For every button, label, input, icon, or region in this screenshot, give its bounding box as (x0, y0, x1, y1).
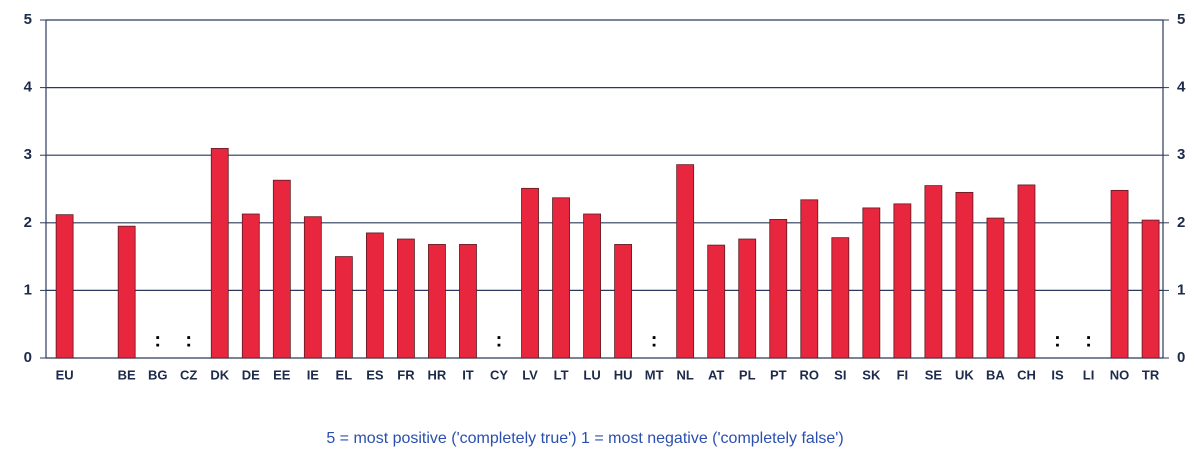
x-tick-label: FI (897, 367, 909, 382)
x-tick-label: IT (462, 367, 474, 382)
x-tick-label: EE (273, 367, 291, 382)
bar (1110, 189, 1129, 359)
bar (583, 213, 601, 359)
x-tick-label: LI (1083, 367, 1095, 382)
x-tick-label: BG (148, 367, 168, 382)
x-tick-label: ES (366, 367, 384, 382)
x-tick-label: BE (118, 367, 136, 382)
y2-tick-label: 3 (1177, 146, 1185, 163)
x-tick-label: PL (739, 367, 756, 382)
bar (117, 225, 136, 359)
x-tick-label: DK (210, 367, 229, 382)
x-tick-label: LU (583, 367, 600, 382)
x-tick-label: UK (955, 367, 974, 382)
bar (614, 244, 633, 359)
bar (986, 217, 1005, 359)
missing-label: : (651, 329, 658, 351)
bar (397, 238, 415, 359)
bar (459, 244, 477, 359)
y-tick-label: 4 (24, 79, 33, 96)
bar (800, 199, 819, 359)
bar (210, 148, 229, 359)
x-tick-label: IE (307, 367, 320, 382)
bar (862, 207, 881, 359)
x-tick-label: FR (397, 367, 415, 382)
x-tick-label: AT (708, 367, 724, 382)
bar (334, 256, 353, 359)
bar (303, 216, 322, 359)
missing-label: : (154, 329, 161, 351)
y2-tick-label: 4 (1177, 79, 1186, 96)
x-tick-label: CH (1017, 367, 1036, 382)
x-tick-label: NO (1110, 367, 1130, 382)
x-tick-label: EU (56, 367, 74, 382)
x-tick-label: SK (862, 367, 881, 382)
x-tick-label: PT (770, 367, 787, 382)
x-tick-label: CY (490, 367, 508, 382)
bar (893, 203, 912, 359)
x-tick-label: LV (522, 367, 538, 382)
x-tick-label: IS (1051, 367, 1064, 382)
bar (272, 179, 291, 359)
x-tick-label: LT (554, 367, 569, 382)
bar (428, 244, 446, 359)
missing-label: : (185, 329, 192, 351)
bar (831, 237, 850, 359)
bar (676, 164, 695, 359)
x-tick-label: MT (645, 367, 664, 382)
bar (738, 238, 757, 359)
x-tick-label: NL (677, 367, 694, 382)
bar (365, 232, 384, 359)
y-tick-label: 5 (24, 11, 32, 28)
y2-tick-label: 0 (1177, 349, 1185, 366)
x-tick-label: HU (614, 367, 633, 382)
bar (552, 197, 570, 359)
y2-tick-label: 5 (1177, 11, 1185, 28)
bar (521, 187, 539, 359)
y2-tick-label: 1 (1177, 281, 1185, 298)
y2-tick-label: 2 (1177, 214, 1185, 231)
x-tick-label: TR (1142, 367, 1160, 382)
y-tick-label: 1 (24, 281, 32, 298)
footnote: 5 = most positive ('completely true') 1 … (326, 430, 843, 447)
bar (1017, 184, 1036, 359)
x-tick-label: HR (428, 367, 447, 382)
missing-label: : (496, 329, 503, 351)
missing-label: : (1054, 329, 1061, 351)
x-tick-label: SI (834, 367, 846, 382)
missing-label: : (1085, 329, 1092, 351)
x-tick-label: CZ (180, 367, 197, 382)
x-tick-label: RO (800, 367, 820, 382)
bar (241, 213, 260, 359)
bar (55, 214, 74, 359)
x-tick-label: DE (242, 367, 260, 382)
y-tick-label: 2 (24, 214, 32, 231)
bar (707, 244, 726, 359)
x-tick-label: EL (336, 367, 353, 382)
bar (955, 191, 974, 359)
y-tick-label: 0 (24, 349, 32, 366)
bar (769, 219, 788, 359)
bar (924, 185, 943, 359)
bar (1141, 219, 1160, 359)
x-tick-label: SE (925, 367, 943, 382)
y-tick-label: 3 (24, 146, 32, 163)
x-tick-label: BA (986, 367, 1005, 382)
